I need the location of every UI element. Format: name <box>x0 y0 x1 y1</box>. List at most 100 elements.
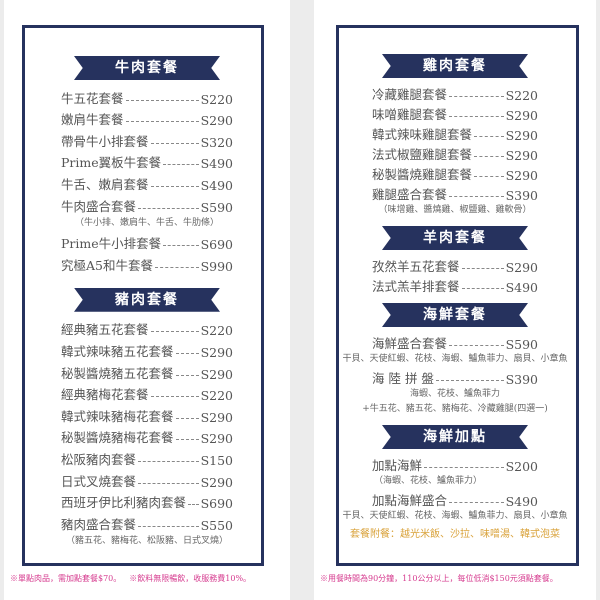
menu-item: 究極A5和牛套餐 S990 <box>61 252 233 274</box>
item-note: （味增雞、醬燒雞、椒鹽雞、雞軟骨） <box>378 205 532 215</box>
item-name: 經典豬梅花套餐 <box>61 387 149 403</box>
menu-item: 韓式辣味豬梅花套餐 S290 <box>61 403 233 425</box>
dotted-leader <box>138 207 199 209</box>
item-name: 孜然羊五花套餐 <box>372 259 460 274</box>
item-name: 經典豬五花套餐 <box>61 322 149 338</box>
side-dishes: 套餐附餐：越光米飯、沙拉、味噌湯、韓式泡菜 <box>350 529 560 540</box>
item-list: 海鮮盛合套餐 S590 干貝、天使紅蝦、花枝、海蝦、鱸魚菲力、扇貝、小章魚海 陸 拼… <box>314 332 596 417</box>
item-name: 雞腿盛合套餐 <box>372 187 448 202</box>
item-price: S200 <box>505 459 538 474</box>
item-price: S290 <box>200 344 233 360</box>
item-name: 帶骨牛小排套餐 <box>61 133 149 149</box>
menu-frame <box>22 25 264 566</box>
menu-section: 海鮮套餐海鮮盛合套餐 S590 干貝、天使紅蝦、花枝、海蝦、鱸魚菲力、扇貝、小章魚海… <box>314 303 596 417</box>
item-note: （海蝦、花枝、鱸魚菲力） <box>374 476 483 486</box>
menu-item: 西班牙伊比利豬肉套餐 S690 <box>61 490 233 511</box>
item-note: 干貝、天使紅蝦、花枝、海蝦、鱸魚菲力、扇貝、小章魚 <box>342 511 568 521</box>
item-list: 冷藏雞腿套餐 S220 味噌雞腿套餐 S290 韓式辣味雞腿套餐 S290 法式椒鹽雞腿套餐… <box>314 83 596 218</box>
item-price: S690 <box>200 237 233 253</box>
dotted-leader <box>474 156 504 157</box>
dotted-leader <box>474 176 504 177</box>
menu-content-right: 雞肉套餐 冷藏雞腿套餐 S220 味噌雞腿套餐 S290 韓式辣味雞腿套餐 S290 法式椒鹽… <box>314 30 596 541</box>
item-name: 冷藏雞腿套餐 <box>372 87 448 102</box>
item-price: S220 <box>200 388 233 404</box>
item-name: 法式椒鹽雞腿套餐 <box>372 147 473 162</box>
menu-item: 味噌雞腿套餐 S290 <box>372 103 538 123</box>
dotted-leader <box>175 439 199 441</box>
item-price: S220 <box>200 91 233 107</box>
item-name: 松阪豬肉套餐 <box>61 451 137 467</box>
item-price: S290 <box>505 260 538 275</box>
dotted-leader <box>449 196 504 197</box>
item-price: S490 <box>200 177 233 193</box>
menu-page-left: 牛肉套餐 牛五花套餐 S220 嫩肩牛套餐 S290 帶骨牛小排套餐 S320 Prime翼板… <box>4 0 290 600</box>
item-name: 嫩肩牛套餐 <box>61 112 124 128</box>
item-name: 牛肉盛合套餐 <box>61 198 137 214</box>
menu-item: 加點海鮮 S200 <box>372 454 538 474</box>
item-price: S490 <box>505 494 538 509</box>
item-price: S290 <box>200 474 233 490</box>
item-name: 法式羔羊排套餐 <box>372 279 460 294</box>
menu-page-right: 雞肉套餐 冷藏雞腿套餐 S220 味噌雞腿套餐 S290 韓式辣味雞腿套餐 S290 法式椒鹽… <box>314 0 596 600</box>
dotted-leader <box>163 245 199 247</box>
dotted-leader <box>138 525 199 527</box>
dotted-leader <box>188 504 199 506</box>
item-name: 西班牙伊比利豬肉套餐 <box>61 495 187 511</box>
item-price: S490 <box>200 156 233 172</box>
menu-content-left: 牛肉套餐 牛五花套餐 S220 嫩肩牛套餐 S290 帶骨牛小排套餐 S320 Prime翼板… <box>4 30 290 549</box>
item-price: S290 <box>505 148 538 163</box>
menu-item: 經典豬五花套餐 S220 <box>61 317 233 339</box>
dotted-leader <box>424 467 504 468</box>
menu-item: 牛舌、嫩肩套餐 S490 <box>61 171 233 193</box>
menu-item: 牛五花套餐 S220 <box>61 85 233 107</box>
footnote: ※單點肉品，需加點套餐$70。 <box>10 574 122 583</box>
item-price: S150 <box>200 452 233 468</box>
item-name: 韓式辣味豬梅花套餐 <box>61 408 174 424</box>
menu-section: 海鮮加點 加點海鮮 S200 （海蝦、花枝、鱸魚菲力） 加點海鮮盛合 S490 干貝、天使紅… <box>314 425 596 524</box>
item-name: Prime翼板牛套餐 <box>61 155 162 171</box>
menu-item: 秘製醬燒豬五花套餐 S290 <box>61 360 233 382</box>
item-price: S290 <box>200 431 233 447</box>
item-price: S220 <box>505 88 538 103</box>
item-name: 味噌雞腿套餐 <box>372 107 448 122</box>
footnotes: ※單點肉品，需加點套餐$70。 ※飲料無限暢飲，收服務費10%。 <box>10 574 286 584</box>
item-note: （豬五花、豬梅花、松阪豬、日式叉燒） <box>65 535 228 546</box>
menu-item: 孜然羊五花套餐 S290 <box>372 255 538 275</box>
menu-item: 韓式辣味豬五花套餐 S290 <box>61 338 233 360</box>
dotted-leader <box>175 352 199 354</box>
menu-item: 嫩肩牛套餐 S290 <box>61 107 233 128</box>
item-note: 海蝦、花枝、鱸魚菲力 <box>409 389 500 399</box>
item-price: S390 <box>505 188 538 203</box>
dotted-leader <box>461 288 504 289</box>
item-name: 韓式辣味豬五花套餐 <box>61 343 174 359</box>
dotted-leader <box>150 331 199 333</box>
item-name: 日式叉燒套餐 <box>61 473 137 489</box>
item-price: S220 <box>200 323 233 339</box>
menu-section: 豬肉套餐 經典豬五花套餐 S220 韓式辣味豬五花套餐 S290 秘製醬燒豬五花套餐 S29… <box>4 287 290 549</box>
dotted-leader <box>449 345 504 346</box>
item-name: 豬肉盛合套餐 <box>61 516 137 532</box>
footnotes: ※用餐時間為90分鐘，110公分以上，每位低消$150元須點套餐。 <box>320 574 592 584</box>
item-name: 究極A5和牛套餐 <box>61 257 153 273</box>
item-name: 秘製醬燒雞腿套餐 <box>372 167 473 182</box>
item-name: 牛五花套餐 <box>61 90 124 106</box>
item-price: S290 <box>200 366 233 382</box>
menu-frame <box>336 25 579 566</box>
menu-item: 經典豬梅花套餐 S220 <box>61 382 233 404</box>
item-price: S390 <box>505 372 538 387</box>
item-note: （牛小排、嫩肩牛、牛舌、牛肋條） <box>74 217 219 228</box>
footnote: ※飲料無限暢飲，收服務費10%。 <box>129 574 252 583</box>
section-banner: 海鮮加點 <box>382 425 528 449</box>
dotted-leader <box>461 268 504 269</box>
menu-item: 雞腿盛合套餐 S390 <box>372 183 538 203</box>
dotted-leader <box>163 164 199 166</box>
item-price: S290 <box>505 108 538 123</box>
section-banner: 海鮮套餐 <box>382 303 528 327</box>
item-price: S320 <box>200 134 233 150</box>
dotted-leader <box>138 482 199 484</box>
dotted-leader <box>154 266 199 268</box>
item-note: +牛五花、豬五花、豬梅花、冷藏雞腿(四選一) <box>362 404 548 414</box>
menu-item: 海鮮盛合套餐 S590 <box>372 332 538 352</box>
dotted-leader <box>449 502 504 503</box>
menu-item: 韓式辣味雞腿套餐 S290 <box>372 123 538 143</box>
